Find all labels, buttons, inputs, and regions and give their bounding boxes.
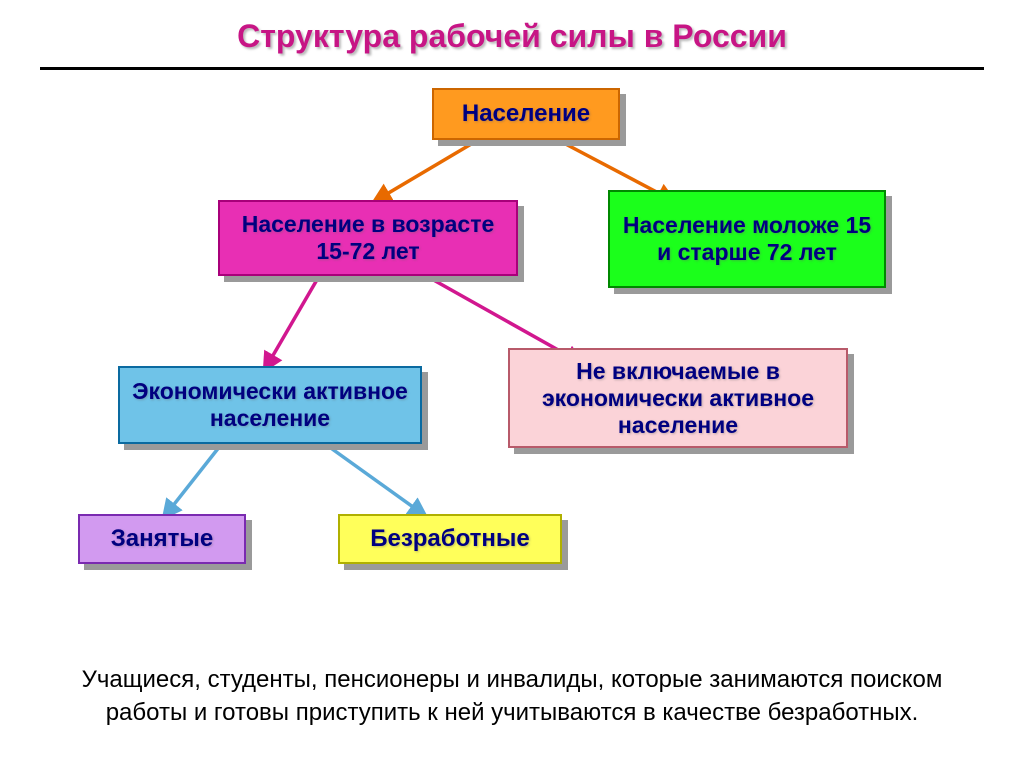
- node-econ_active: Экономически активное население: [118, 366, 422, 444]
- node-unemployed: Безработные: [338, 514, 562, 564]
- arrow-2: [268, 278, 318, 364]
- arrow-4: [168, 446, 220, 512]
- node-employed: Занятые: [78, 514, 246, 564]
- title-text: Структура рабочей силы в России: [237, 18, 787, 54]
- diagram-canvas: Население Население в возрасте 15-72 лет Н…: [0, 70, 1024, 640]
- arrow-0: [380, 140, 478, 198]
- node-age_young_old: Население моложе 15 и старше 72 лет: [608, 190, 886, 288]
- page-title: Структура рабочей силы в России: [0, 0, 1024, 67]
- node-population: Население: [432, 88, 620, 140]
- arrow-5: [328, 446, 420, 512]
- caption-text: Учащиеся, студенты, пенсионеры и инвалид…: [60, 664, 964, 729]
- node-age_15_72: Население в возрасте 15-72 лет: [218, 200, 518, 276]
- node-not_included: Не включаемые в экономически активное на…: [508, 348, 848, 448]
